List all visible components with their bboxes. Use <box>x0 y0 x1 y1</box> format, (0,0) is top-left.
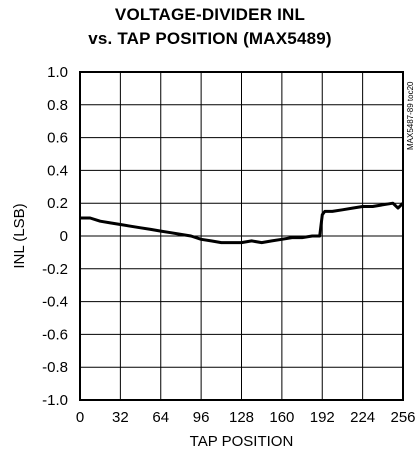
figure-code: MAX5487-89 toc20 <box>406 81 415 150</box>
x-tick-label: 224 <box>350 409 375 426</box>
y-tick-label: 1.0 <box>47 64 68 81</box>
y-tick-label: 0.2 <box>47 195 68 212</box>
plot-frame <box>79 71 404 401</box>
x-tick-label: 256 <box>390 409 415 426</box>
y-tick-label: 0.8 <box>47 97 68 114</box>
inl-series-line <box>80 201 405 245</box>
y-tick-label: -1.0 <box>42 392 68 409</box>
chart-title-line-1: VOLTAGE-DIVIDER INL <box>114 5 306 24</box>
y-tick-labels: 1.0 0.8 0.6 0.4 0.2 0 -0.2 -0.4 -0.6 -0.8 -1.0 <box>42 64 68 409</box>
x-tick-label: 0 <box>76 409 84 426</box>
chart-title-line-2: vs. TAP POSITION (MAX5489) <box>88 29 332 48</box>
x-tick-label: 96 <box>193 409 210 426</box>
x-tick-label: 160 <box>269 409 294 426</box>
y-tick-label: -0.6 <box>42 326 68 343</box>
y-tick-label: -0.8 <box>42 359 68 376</box>
x-tick-label: 128 <box>229 409 254 426</box>
x-axis-label: TAP POSITION <box>190 433 294 450</box>
x-tick-label: 64 <box>152 409 169 426</box>
y-tick-label: 0.4 <box>47 162 68 179</box>
x-tick-labels: 0 32 64 96 128 160 192 224 256 <box>76 409 416 426</box>
x-tick-label: 32 <box>112 409 129 426</box>
y-tick-label: -0.4 <box>42 294 68 311</box>
grid <box>79 71 404 401</box>
y-tick-label: 0.6 <box>47 130 68 147</box>
x-tick-label: 192 <box>310 409 335 426</box>
y-tick-label: -0.2 <box>42 261 68 278</box>
y-tick-label: 0 <box>60 228 68 245</box>
y-axis-label: INL (LSB) <box>11 203 28 268</box>
